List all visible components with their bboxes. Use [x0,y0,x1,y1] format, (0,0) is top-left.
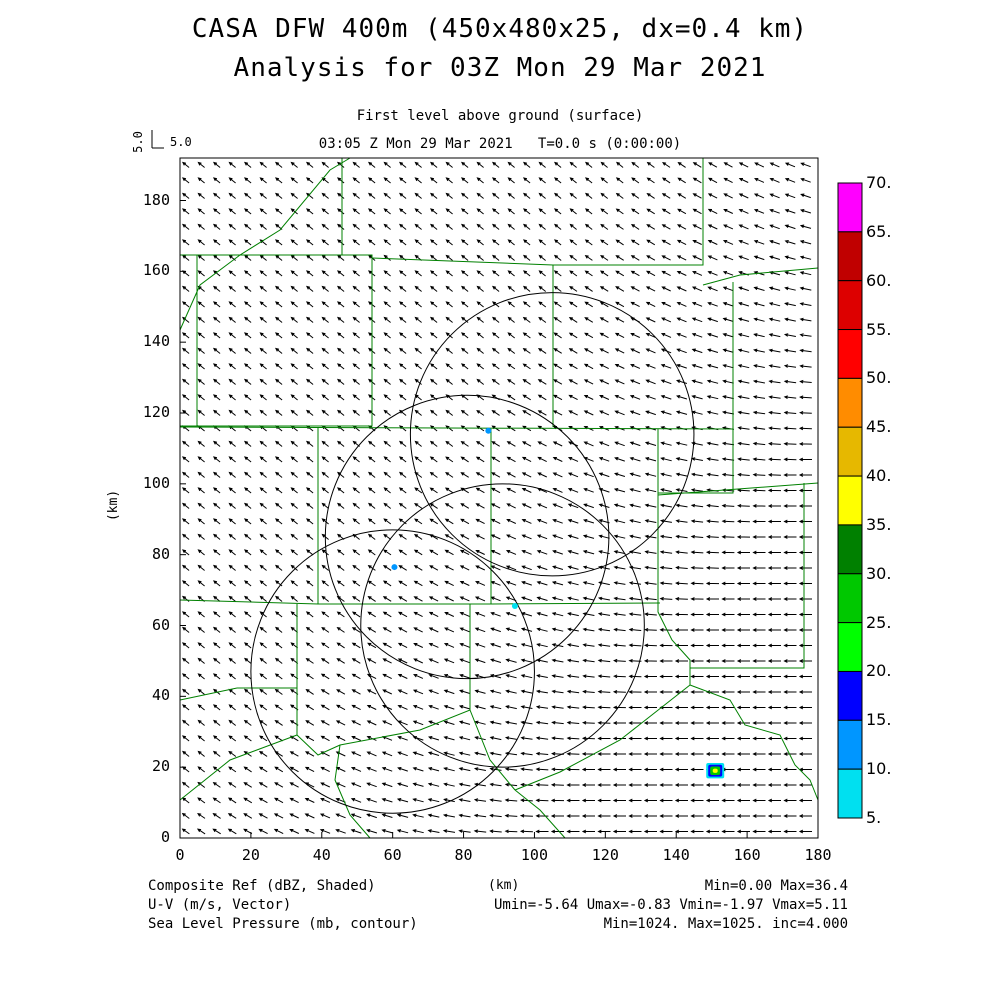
county-boundaries [179,157,819,839]
map-title: CASA DFW 400m (450x480x25, dx=0.4 km) [191,14,809,44]
y-tick-label: 180 [142,190,170,209]
colorbar-label: 70. [866,173,892,192]
wind-vectors [181,161,812,835]
colorbar-label: 5. [866,808,882,827]
colorbar-swatch [837,475,863,526]
echo-storm [706,763,725,779]
ring-1 [409,292,695,577]
colorbar-label: 35. [866,514,892,534]
ring-4 [360,483,645,768]
y-tick-label: 120 [142,403,170,421]
y-tick-label: 80 [151,544,170,563]
colorbar-label: 45. [866,417,892,437]
y-tick-label: 100 [142,473,170,492]
y-tick-label: 40 [151,686,170,705]
wind-vector-field [181,161,812,835]
x-axis-label: (km) [488,878,520,893]
colorbar-label: 60. [866,270,892,290]
x-tick-label: 20 [241,846,260,864]
reflectivity-colorbar [837,182,863,819]
colorbar-swatch [837,768,863,819]
time-label: 03:05 Z Mon 29 Mar 2021 T=0.0 s (0:00:00… [318,136,682,152]
colorbar-swatch [837,719,863,770]
colorbar-label: 65. [866,221,892,241]
axis-ticks [179,200,819,839]
y-tick-label: 0 [160,828,170,846]
reference-vector-icon [151,130,164,149]
ring-2 [324,394,610,680]
colorbar-label: 20. [866,661,892,681]
colorbar-swatch [837,573,863,624]
footer-field1-stats: Min=0.00 Max=36.4 [704,878,848,894]
footer-field2: U-V (m/s, Vector) [148,897,292,913]
colorbar-label: 15. [866,710,892,730]
reflectivity-echoes [391,427,725,779]
x-tick-label: 80 [454,846,473,864]
colorbar-swatch [837,377,863,428]
y-tick-label: 160 [142,261,170,280]
colorbar-swatch [837,670,863,721]
echo-west [391,564,398,571]
colorbar-label: 30. [866,563,892,583]
x-tick-label: 180 [804,846,832,864]
colorbar-swatch [837,280,863,331]
colorbar-swatch [837,329,863,379]
echo-center [511,603,518,610]
colorbar-label: 10. [866,759,892,779]
y-tick-label: 60 [151,615,170,634]
y-axis-label: (km) [106,489,122,522]
level-label: First level above ground (surface) [356,108,644,124]
colorbar-swatch [837,182,863,233]
echo-north [485,427,492,434]
x-tick-label: 40 [312,846,331,864]
colorbar-swatch [837,524,863,575]
colorbar-swatch [837,622,863,672]
colorbar-swatch [837,426,863,477]
colorbar-label: 25. [866,612,892,632]
colorbar-swatch [837,231,863,282]
x-tick-label: 60 [383,846,402,864]
x-tick-label: 0 [175,846,185,864]
ring-3 [250,529,535,814]
y-tick-label: 20 [151,757,170,776]
colorbar-label: 50. [866,368,892,388]
footer-field3: Sea Level Pressure (mb, contour) [148,916,418,932]
y-tick-label: 140 [142,332,170,351]
x-tick-label: 140 [662,846,690,864]
x-tick-label: 160 [733,846,761,864]
footer-field3-stats: Min=1024. Max=1025. inc=4.000 [603,916,848,932]
plot-frame [179,157,819,839]
footer-field2-stats: Umin=-5.64 Umax=-0.83 Vmin=-1.97 Vmax=5.… [493,897,848,913]
ref-vector-side-label: 5.0 [170,135,192,149]
colorbar-label: 55. [866,319,892,339]
x-tick-label: 120 [591,846,619,864]
map-subtitle: Analysis for 03Z Mon 29 Mar 2021 [233,53,767,83]
x-tick-label: 100 [520,846,548,864]
footer-field1: Composite Ref (dBZ, Shaded) [148,878,376,894]
radar-range-rings [250,292,695,814]
colorbar-label: 40. [866,466,892,486]
